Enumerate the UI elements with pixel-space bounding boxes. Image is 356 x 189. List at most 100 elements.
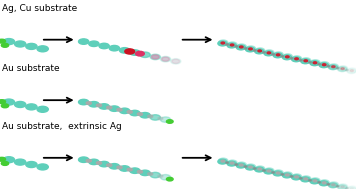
Circle shape [313,62,317,64]
Circle shape [272,54,274,55]
Circle shape [292,56,302,61]
Circle shape [341,68,344,70]
Circle shape [235,164,238,165]
Circle shape [125,49,135,54]
Circle shape [237,44,246,49]
Circle shape [150,115,161,120]
Circle shape [253,168,256,169]
Circle shape [274,52,283,57]
Circle shape [218,159,227,164]
Circle shape [227,43,236,48]
Circle shape [246,164,256,169]
Circle shape [313,180,317,182]
Circle shape [158,175,163,177]
Circle shape [130,110,140,116]
Circle shape [136,51,144,56]
Circle shape [109,163,120,169]
Circle shape [86,160,91,162]
Circle shape [0,157,5,161]
Circle shape [341,186,344,188]
Circle shape [282,173,292,178]
Circle shape [1,43,9,47]
Circle shape [332,184,335,186]
Circle shape [37,164,48,170]
Circle shape [89,41,99,46]
Circle shape [281,174,284,175]
Circle shape [258,50,261,52]
Circle shape [347,186,356,189]
Circle shape [137,170,142,173]
Circle shape [256,48,265,53]
Circle shape [350,188,354,189]
Circle shape [350,70,354,72]
Circle shape [290,176,293,177]
Circle shape [328,65,337,70]
Circle shape [109,106,120,111]
Circle shape [337,67,347,72]
Circle shape [246,47,255,52]
Circle shape [323,64,326,66]
Circle shape [37,46,48,52]
Circle shape [249,48,252,50]
Circle shape [274,170,283,175]
Circle shape [99,43,109,49]
Circle shape [267,170,271,172]
Circle shape [286,56,289,58]
Circle shape [264,51,273,56]
Circle shape [89,101,99,107]
Circle shape [96,104,101,107]
Circle shape [290,57,293,59]
Circle shape [332,66,335,68]
Circle shape [120,108,130,114]
Circle shape [273,53,282,58]
Circle shape [311,60,320,65]
Circle shape [221,42,225,44]
Circle shape [127,111,132,113]
Circle shape [99,161,109,167]
Circle shape [309,61,312,63]
Circle shape [150,172,161,178]
Circle shape [281,56,284,57]
Circle shape [310,61,319,66]
Circle shape [272,172,274,173]
Circle shape [336,67,339,69]
Circle shape [302,58,311,63]
Circle shape [140,112,150,118]
Circle shape [283,172,292,177]
Circle shape [79,39,89,44]
Circle shape [226,162,229,163]
Circle shape [240,164,243,166]
Circle shape [171,59,181,64]
Circle shape [263,52,265,53]
Circle shape [258,168,261,170]
Circle shape [246,46,256,51]
Circle shape [1,162,9,165]
Circle shape [302,176,311,181]
Circle shape [167,120,173,123]
Circle shape [130,50,140,55]
Circle shape [120,166,130,171]
Circle shape [329,64,338,69]
Circle shape [219,40,228,45]
Circle shape [162,57,169,61]
Circle shape [301,59,310,64]
Circle shape [292,57,301,62]
Circle shape [347,187,356,189]
Circle shape [338,66,347,71]
Circle shape [117,166,122,169]
Circle shape [304,60,308,62]
Circle shape [79,99,89,105]
Circle shape [172,59,179,63]
Circle shape [299,60,302,61]
Circle shape [319,63,329,68]
Circle shape [327,184,330,185]
Text: Ag, Cu substrate: Ag, Cu substrate [2,4,77,13]
Circle shape [265,50,274,55]
Circle shape [236,163,246,168]
Circle shape [347,68,356,73]
Circle shape [1,104,9,108]
Circle shape [276,172,280,174]
Circle shape [167,177,173,181]
Circle shape [137,113,142,115]
Circle shape [117,108,122,111]
